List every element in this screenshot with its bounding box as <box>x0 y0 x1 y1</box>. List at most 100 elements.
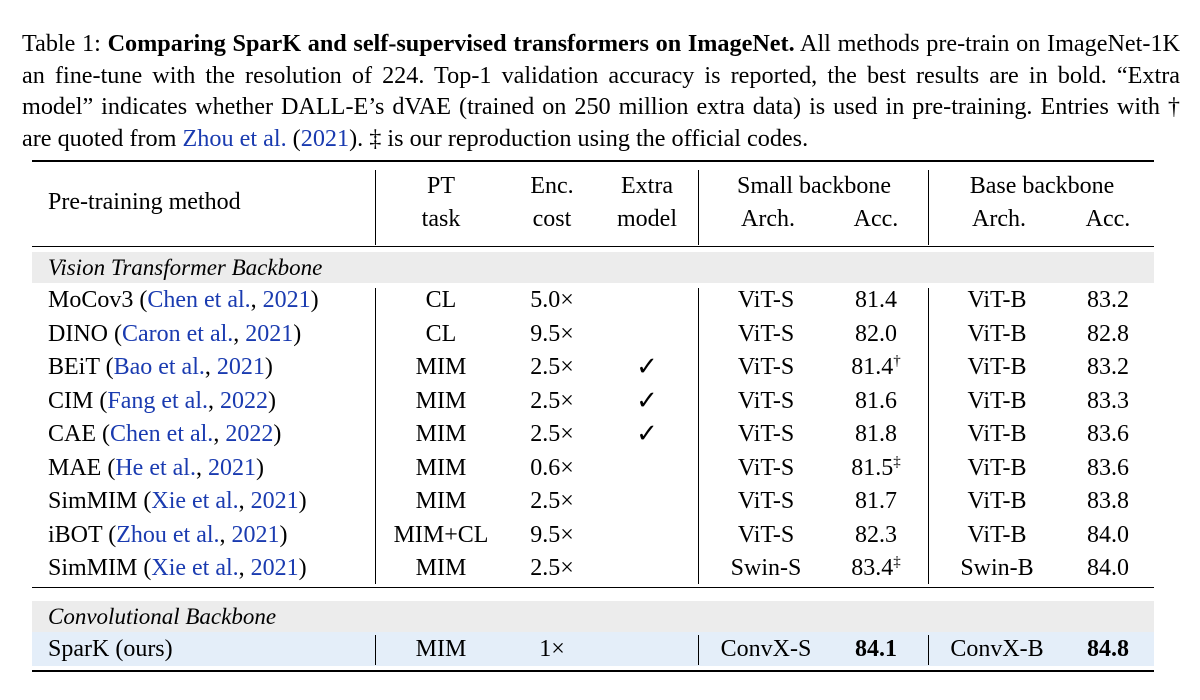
row-method: DINO (Caron et al., 2021) <box>48 320 302 347</box>
row-barch: ViT-B <box>967 454 1027 481</box>
acc-value: 81.8 <box>855 421 897 447</box>
highlight-band-spark <box>32 632 1154 666</box>
row-small-acc: 83.4‡ <box>826 551 926 585</box>
row-small-acc: 81.5‡ <box>826 451 926 485</box>
row-cost: 2.5× <box>530 488 574 514</box>
spark-small-arch: ConvX-S <box>720 636 812 662</box>
row-small-acc: 81.4† <box>826 350 926 384</box>
citation-year[interactable]: 2021 <box>250 555 299 581</box>
row-cost: 9.5× <box>530 320 574 347</box>
acc-value: 83.4 <box>851 555 894 581</box>
row-barch: ViT-B <box>967 488 1027 514</box>
citation-link[interactable]: Xie et al. <box>151 488 239 514</box>
row-task: MIM <box>415 354 467 380</box>
header-extra-model-1: Extra <box>621 173 673 199</box>
row-extra-check <box>600 451 694 485</box>
citation-year[interactable]: 2021 <box>207 454 256 481</box>
caption-citation-link[interactable]: Zhou et al. <box>182 124 287 152</box>
header-small-backbone: Small backbone <box>737 173 891 199</box>
citation-link[interactable]: Bao et al. <box>113 354 205 380</box>
row-method: CAE (Chen et al., 2022) <box>48 421 282 447</box>
caption-citation-year[interactable]: 2021 <box>300 124 350 152</box>
acc-value: 82.0 <box>855 320 897 347</box>
section-vit: Vision Transformer Backbone <box>48 255 323 280</box>
row-method: MoCov3 (Chen et al., 2021) <box>48 287 319 313</box>
row-small-acc: 81.4 <box>826 283 926 317</box>
method-name: CAE <box>48 421 96 447</box>
footnote-mark: † <box>893 353 901 369</box>
citation-link[interactable]: Zhou et al. <box>116 521 220 548</box>
header-base-backbone: Base backbone <box>969 173 1115 199</box>
vline-small-header <box>928 170 929 245</box>
row-barch: ViT-B <box>967 521 1027 548</box>
row-method: BEiT (Bao et al., 2021) <box>48 354 273 380</box>
citation-link[interactable]: Caron et al. <box>122 320 234 347</box>
citation-link[interactable]: Chen et al. <box>147 287 251 313</box>
section-conv: Convolutional Backbone <box>48 604 277 629</box>
row-cost: 2.5× <box>530 421 574 447</box>
row-small-acc: 81.8 <box>826 417 926 451</box>
spark-task: MIM <box>415 636 467 662</box>
row-method: CIM (Fang et al., 2022) <box>48 387 276 414</box>
citation-link[interactable]: Fang et al. <box>107 387 208 414</box>
method-name: MAE <box>48 454 102 481</box>
vline-method-header <box>375 170 376 245</box>
vline-method-body <box>375 288 376 584</box>
header-small-acc: Acc. <box>853 206 899 232</box>
citation-year[interactable]: 2021 <box>262 287 311 313</box>
citation-year[interactable]: 2022 <box>225 421 274 447</box>
citation-link[interactable]: He et al. <box>115 454 196 481</box>
header-enc-cost-1: Enc. <box>530 173 574 199</box>
row-cost: 9.5× <box>530 521 574 548</box>
header-rule <box>32 246 1154 247</box>
row-extra-check <box>600 518 694 552</box>
row-bacc: 83.2 <box>1087 354 1129 380</box>
citation-year[interactable]: 2021 <box>245 320 294 347</box>
row-barch: ViT-B <box>967 320 1027 347</box>
row-task: CL <box>425 320 457 347</box>
section-band-conv <box>32 601 1154 632</box>
vline-small-body <box>928 288 929 584</box>
acc-value: 81.4 <box>855 287 897 313</box>
bottom-rule <box>32 670 1154 672</box>
header-base-acc: Acc. <box>1085 206 1131 232</box>
citation-year[interactable]: 2021 <box>231 521 280 548</box>
row-extra-check <box>600 551 694 585</box>
row-bacc: 82.8 <box>1087 320 1129 347</box>
citation-year[interactable]: 2021 <box>250 488 299 514</box>
citation-link[interactable]: Xie et al. <box>151 555 239 581</box>
method-name: MoCov3 <box>48 287 134 313</box>
header-base-arch: Arch. <box>972 206 1026 232</box>
header-method: Pre-training method <box>48 189 241 215</box>
row-barch: ViT-B <box>967 421 1027 447</box>
method-name: SimMIM <box>48 555 138 581</box>
section-rule <box>32 587 1154 588</box>
row-extra-check <box>600 317 694 351</box>
citation-year[interactable]: 2022 <box>219 387 268 414</box>
citation-link[interactable]: Chen et al. <box>110 421 214 447</box>
header-extra-model-2: model <box>617 206 677 232</box>
row-sarch: ViT-S <box>737 488 795 514</box>
spark-method: SparK (ours) <box>48 636 173 662</box>
acc-value: 82.3 <box>855 521 897 548</box>
row-bacc: 83.6 <box>1087 454 1129 481</box>
acc-value: 81.4 <box>851 354 894 380</box>
method-name: iBOT <box>48 521 103 548</box>
row-barch: ViT-B <box>967 287 1027 313</box>
header-enc-cost-2: cost <box>532 206 572 232</box>
row-extra-check <box>600 283 694 317</box>
row-barch: ViT-B <box>967 354 1027 380</box>
citation-year[interactable]: 2021 <box>216 354 265 380</box>
row-barch: ViT-B <box>967 387 1027 414</box>
method-name: DINO <box>48 320 108 347</box>
row-bacc: 83.2 <box>1087 287 1129 313</box>
top-rule <box>32 160 1154 162</box>
row-small-acc: 82.3 <box>826 518 926 552</box>
header-pt-task-1: PT <box>426 173 455 199</box>
vline-method-spark <box>375 635 376 665</box>
row-task: MIM <box>415 421 467 447</box>
row-extra-check: ✓ <box>636 385 658 416</box>
caption-body-end: ). ‡ is our reproduction using the offic… <box>349 124 809 152</box>
method-name: BEiT <box>48 354 100 380</box>
row-sarch: ViT-S <box>737 521 795 548</box>
